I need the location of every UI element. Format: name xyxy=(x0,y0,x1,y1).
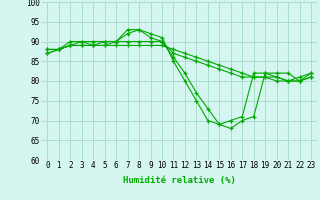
X-axis label: Humidité relative (%): Humidité relative (%) xyxy=(123,176,236,185)
